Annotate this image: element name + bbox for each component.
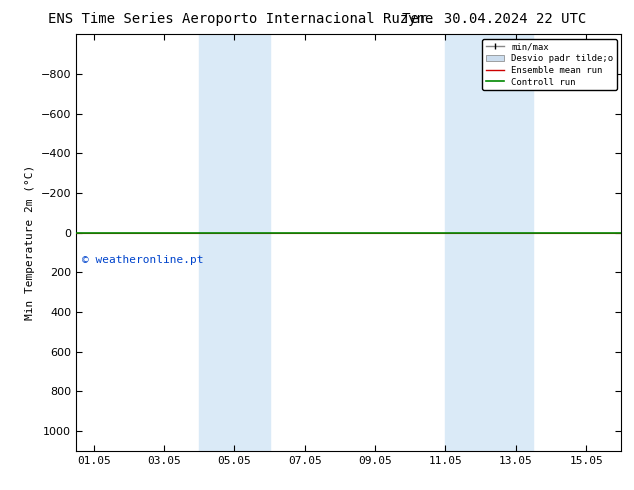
Text: © weatheronline.pt: © weatheronline.pt bbox=[82, 255, 203, 265]
Y-axis label: Min Temperature 2m (°C): Min Temperature 2m (°C) bbox=[25, 165, 35, 320]
Bar bbox=[446, 34, 533, 451]
Text: Ter. 30.04.2024 22 UTC: Ter. 30.04.2024 22 UTC bbox=[403, 12, 586, 26]
Text: ENS Time Series Aeroporto Internacional Ruzyne: ENS Time Series Aeroporto Internacional … bbox=[48, 12, 434, 26]
Legend: min/max, Desvio padr tilde;o, Ensemble mean run, Controll run: min/max, Desvio padr tilde;o, Ensemble m… bbox=[482, 39, 617, 90]
Bar bbox=[199, 34, 269, 451]
